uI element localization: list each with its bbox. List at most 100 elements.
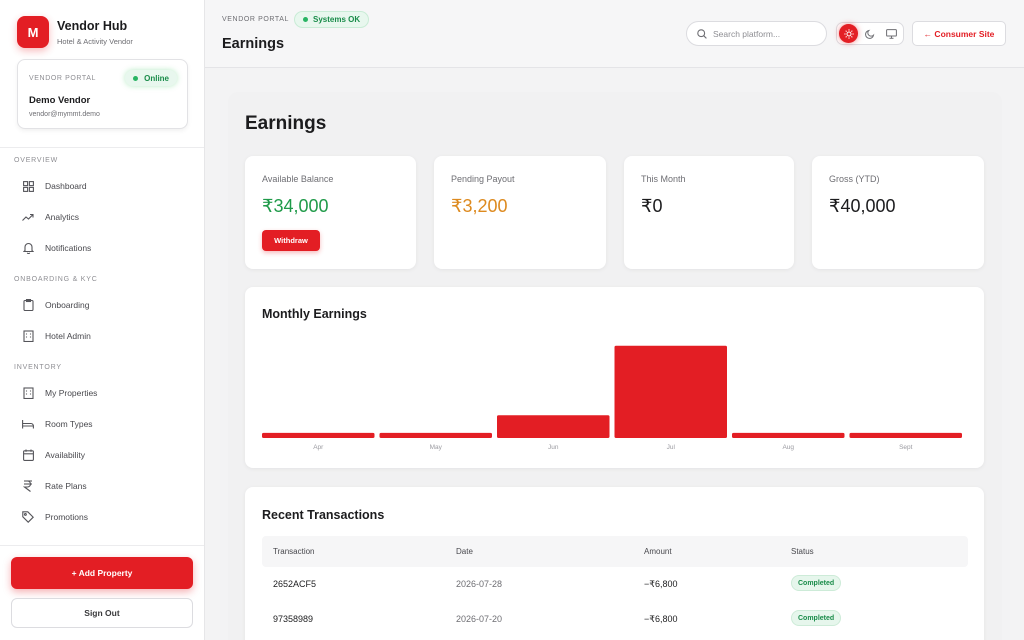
sidebar-item-label: Notifications: [45, 243, 92, 253]
chart-bar-apr[interactable]: [262, 432, 375, 438]
consumer-site-button[interactable]: ← Consumer Site: [912, 21, 1006, 46]
search-input[interactable]: [713, 28, 823, 39]
transaction-date: 2026-07-28: [456, 579, 503, 589]
monthly-earnings-card: Monthly Earnings Apr May Jun Jul Aug Sept: [245, 287, 984, 468]
chart-tick-label: Apr: [313, 444, 324, 451]
column-header: Transaction: [273, 547, 315, 556]
moon-icon: [865, 29, 875, 39]
sidebar-item-label: Hotel Admin: [45, 331, 91, 341]
brand[interactable]: M Vendor Hub Hotel & Activity Vendor: [17, 16, 133, 48]
sidebar-item-notifications[interactable]: Notifications: [22, 240, 91, 256]
search-icon: [697, 28, 707, 39]
system-theme-button[interactable]: [882, 24, 901, 43]
stat-label: This Month: [641, 174, 686, 184]
stat-card-this-month: This Month ₹0: [624, 156, 794, 269]
table-row[interactable]: 97358989 2026-07-20 −₹6,800 Completed: [262, 602, 968, 637]
light-theme-button[interactable]: [839, 24, 859, 43]
stat-label: Available Balance: [262, 174, 334, 184]
status-dot-icon: [133, 75, 139, 81]
header-title: Earnings: [222, 36, 285, 52]
sign-out-button[interactable]: Sign Out: [11, 598, 193, 628]
theme-switcher: [836, 22, 904, 45]
chart-bar-sept[interactable]: [849, 432, 963, 438]
nav-section-overview: OVERVIEW: [14, 157, 59, 164]
chart-title: Monthly Earnings: [262, 307, 367, 321]
bed-icon: [22, 418, 34, 430]
online-badge-label: Online: [144, 73, 169, 83]
building-icon: [22, 387, 34, 399]
sidebar-item-label: Dashboard: [45, 181, 87, 191]
table-header: Transaction Date Amount Status: [262, 536, 968, 567]
chart-tick-label: Aug: [782, 444, 794, 451]
sidebar-item-label: Availability: [45, 450, 86, 460]
systems-status-badge: Systems OK: [294, 11, 370, 28]
vendor-email: vendor@mymmt.demo: [29, 111, 100, 118]
transaction-id: 2652ACF5: [273, 579, 317, 589]
chart-bar-aug[interactable]: [732, 432, 845, 438]
column-header: Amount: [644, 547, 672, 556]
sidebar-item-onboarding[interactable]: Onboarding: [22, 297, 89, 313]
sidebar-item-label: Onboarding: [45, 300, 90, 310]
chart-tick-label: Sept: [899, 444, 913, 451]
table-row[interactable]: 2652ACF5 2026-07-28 −₹6,800 Completed: [262, 567, 968, 602]
dark-theme-button[interactable]: [860, 24, 879, 43]
stat-value: ₹3,200: [451, 196, 508, 216]
sidebar-item-label: My Properties: [45, 388, 98, 398]
monitor-icon: [885, 28, 897, 39]
trend-icon: [22, 211, 34, 223]
sidebar-item-label: Rate Plans: [45, 481, 87, 491]
stat-card-available-balance: Available Balance ₹34,000 Withdraw: [245, 156, 416, 269]
transaction-id: 97358989: [273, 614, 314, 624]
search-box[interactable]: [686, 21, 827, 46]
stat-label: Gross (YTD): [829, 174, 880, 184]
chart-tick-label: Jun: [548, 444, 559, 451]
sidebar-item-label: Analytics: [45, 212, 80, 222]
page-title: Earnings: [245, 113, 327, 134]
column-header: Status: [791, 547, 814, 556]
sidebar-item-label: Promotions: [45, 512, 88, 522]
top-header: VENDOR PORTAL Systems OK Earnings ← Cons…: [205, 0, 1024, 68]
nav-section-onboarding: ONBOARDING & KYC: [14, 276, 98, 283]
status-badge: Completed: [791, 575, 842, 591]
online-badge: Online: [125, 70, 177, 86]
sidebar-item-promotions[interactable]: Promotions: [22, 509, 88, 525]
stat-card-gross-ytd: Gross (YTD) ₹40,000: [812, 156, 984, 269]
clipboard-icon: [22, 299, 34, 311]
bell-icon: [22, 242, 34, 254]
withdraw-button[interactable]: Withdraw: [262, 230, 320, 251]
sidebar-item-rate-plans[interactable]: Rate Plans: [22, 478, 87, 494]
sidebar-item-hotel-admin[interactable]: Hotel Admin: [22, 328, 91, 344]
sidebar-item-my-properties[interactable]: My Properties: [22, 385, 97, 401]
sun-icon: [843, 28, 854, 39]
brand-subtitle: Hotel & Activity Vendor: [57, 36, 133, 46]
building-icon: [22, 330, 34, 342]
stat-value: ₹40,000: [829, 196, 896, 216]
add-property-button[interactable]: + Add Property: [11, 557, 193, 589]
sidebar-item-analytics[interactable]: Analytics: [22, 209, 79, 225]
transaction-date: 2026-07-20: [456, 614, 503, 624]
systems-status-label: Systems OK: [313, 15, 361, 24]
tag-icon: [22, 511, 34, 523]
chart-bar-jul[interactable]: [614, 345, 728, 438]
chart-tick-label: May: [430, 444, 443, 451]
rupee-icon: [22, 480, 34, 492]
sidebar-item-dashboard[interactable]: Dashboard: [22, 178, 87, 194]
grid-icon: [22, 180, 34, 192]
sidebar-divider: [0, 147, 204, 148]
stat-value: ₹34,000: [262, 196, 329, 216]
recent-transactions-card: Recent Transactions Transaction Date Amo…: [245, 487, 984, 640]
portal-label: VENDOR PORTAL: [222, 16, 290, 23]
sidebar-item-room-types[interactable]: Room Types: [22, 416, 93, 432]
monthly-earnings-chart: Apr May Jun Jul Aug Sept: [262, 345, 963, 451]
stat-value: ₹0: [641, 196, 663, 216]
sidebar-item-availability[interactable]: Availability: [22, 447, 85, 463]
vendor-name: Demo Vendor: [29, 95, 91, 106]
chart-tick-label: Jul: [667, 444, 676, 451]
column-header: Date: [456, 547, 473, 556]
chart-bar-may[interactable]: [379, 432, 493, 438]
chart-bar-jun[interactable]: [497, 415, 610, 438]
transactions-title: Recent Transactions: [262, 508, 385, 522]
transaction-amount: −₹6,800: [644, 614, 678, 624]
transaction-amount: −₹6,800: [644, 579, 678, 589]
sidebar: M Vendor Hub Hotel & Activity Vendor VEN…: [0, 0, 205, 640]
